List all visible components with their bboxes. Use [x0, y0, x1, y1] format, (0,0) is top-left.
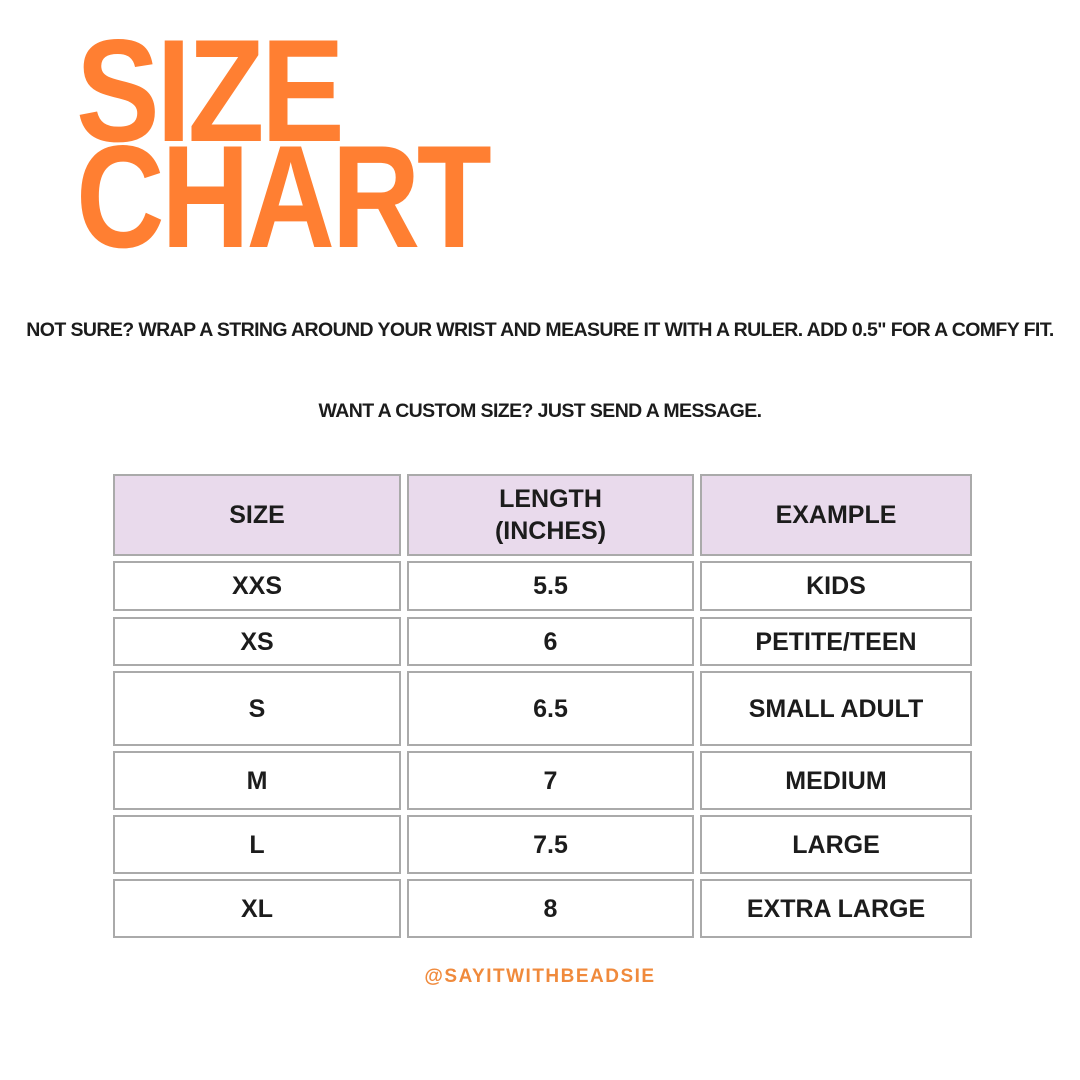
- social-handle: @SAYITWITHBEADSIE: [424, 966, 656, 987]
- cell-text: LENGTH (INCHES): [494, 485, 607, 545]
- cell-text: 6: [543, 627, 558, 656]
- header-example: EXAMPLE: [700, 474, 972, 556]
- cell-size: S: [113, 671, 401, 746]
- cell-text: MEDIUM: [785, 766, 887, 795]
- custom-size-note: WANT A CUSTOM SIZE? JUST SEND A MESSAGE.: [318, 400, 763, 422]
- header-size: SIZE: [113, 474, 401, 556]
- cell-text: S: [248, 694, 266, 723]
- cell-text: M: [246, 766, 268, 795]
- cell-text: L: [249, 830, 265, 859]
- cell-text: LARGE: [792, 830, 880, 859]
- cell-length: 8: [407, 879, 694, 938]
- cell-length: 6.5: [407, 671, 694, 746]
- cell-text: PETITE/TEEN: [755, 627, 917, 656]
- cell-example: SMALL ADULT: [700, 671, 972, 746]
- cell-text: 7.5: [533, 830, 568, 859]
- cell-example: PETITE/TEEN: [700, 617, 972, 666]
- cell-example: LARGE: [700, 815, 972, 874]
- title-chart: CHART: [76, 115, 492, 278]
- cell-size: XL: [113, 879, 401, 938]
- cell-text: SIZE: [229, 501, 285, 529]
- cell-size: XS: [113, 617, 401, 666]
- cell-length: 6: [407, 617, 694, 666]
- cell-length: 5.5: [407, 561, 694, 611]
- cell-text: 5.5: [533, 572, 568, 600]
- header-length: LENGTH (INCHES): [407, 474, 694, 556]
- cell-length: 7.5: [407, 815, 694, 874]
- cell-text: EXAMPLE: [775, 501, 897, 529]
- cell-text: SMALL ADULT: [748, 694, 924, 723]
- cell-text: 7: [543, 766, 558, 795]
- cell-length: 7: [407, 751, 694, 810]
- cell-text: XL: [241, 894, 273, 923]
- cell-example: KIDS: [700, 561, 972, 611]
- cell-size: XXS: [113, 561, 401, 611]
- cell-example: EXTRA LARGE: [700, 879, 972, 938]
- cell-text: EXTRA LARGE: [746, 894, 926, 923]
- cell-size: L: [113, 815, 401, 874]
- cell-text: 8: [543, 894, 558, 923]
- cell-size: M: [113, 751, 401, 810]
- measuring-instructions: NOT SURE? WRAP A STRING AROUND YOUR WRIS…: [26, 319, 1054, 341]
- cell-text: 6.5: [533, 694, 568, 723]
- cell-text: XXS: [231, 572, 283, 600]
- cell-example: MEDIUM: [700, 751, 972, 810]
- cell-text: XS: [240, 627, 274, 656]
- cell-text: KIDS: [806, 572, 866, 600]
- title-size: SIZE: [76, 9, 345, 172]
